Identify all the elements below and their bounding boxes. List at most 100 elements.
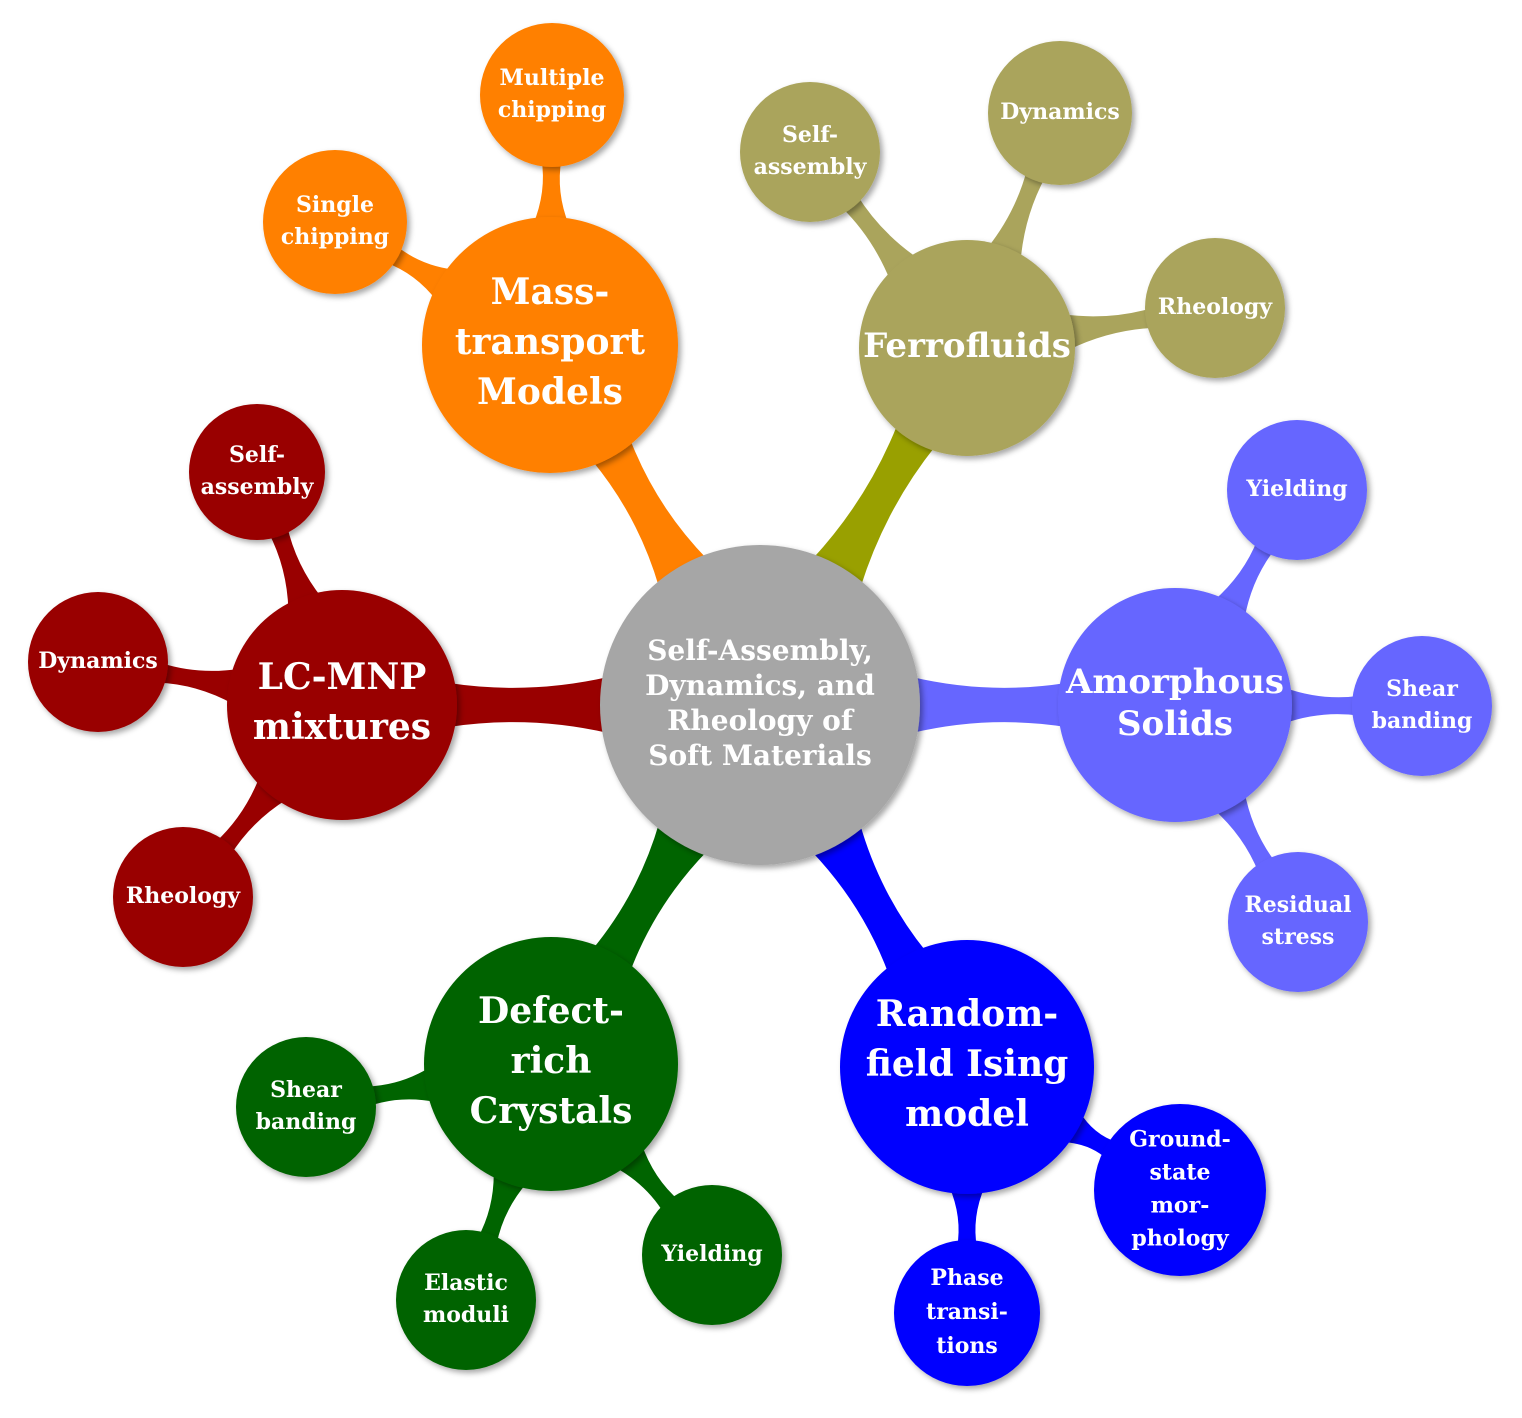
connector-lc-mnp-mixtures-dynamics (157, 662, 240, 705)
leaf-node-ferrofluids-self-assembly-bubble (740, 82, 880, 222)
leaf-node-amorphous-solids-residual-stress-label-line: stress (1262, 924, 1335, 950)
leaf-node-amorphous-solids-shear-banding-label-line: banding (1372, 708, 1473, 734)
connector-mass-transport (591, 437, 708, 588)
leaf-node-defect-rich-crystals-yielding[interactable]: Yielding (642, 1185, 782, 1325)
branch-node-random-field-ising-label-line: field Ising (866, 1043, 1069, 1085)
connector-defect-rich-crystals (591, 822, 708, 973)
leaf-node-defect-rich-crystals-elastic-moduli-bubble (396, 1230, 536, 1370)
center-node-bubble (600, 545, 920, 865)
leaf-node-lc-mnp-mixtures-self-assembly[interactable]: Self-assembly (189, 404, 325, 540)
branch-node-random-field-ising[interactable]: Random-field Ising model (840, 940, 1094, 1194)
leaf-node-ferrofluids-rheology[interactable]: Rheology (1145, 238, 1285, 378)
leaf-node-lc-mnp-mixtures-dynamics[interactable]: Dynamics (28, 592, 168, 732)
connector-amorphous-solids-yielding (1213, 538, 1276, 620)
branch-node-mass-transport-label-line: transport (455, 321, 646, 363)
leaf-node-amorphous-solids-yielding[interactable]: Yielding (1227, 420, 1367, 560)
connector-lc-mnp-mixtures-rheology (214, 775, 288, 856)
branch-node-lc-mnp-mixtures-bubble (227, 590, 457, 820)
branch-node-amorphous-solids-label-line: Solids (1117, 704, 1233, 744)
leaf-node-mass-transport-single-chipping[interactable]: Single chipping (263, 150, 407, 294)
branch-node-ferrofluids-label-line: Ferrofluids (863, 326, 1071, 366)
branch-node-defect-rich-crystals-bubble (424, 937, 678, 1191)
leaf-node-mass-transport-multiple-chipping[interactable]: Multiple chipping (480, 23, 624, 167)
branch-node-amorphous-solids-bubble (1058, 588, 1292, 822)
leaf-node-amorphous-solids-residual-stress[interactable]: Residual stress (1228, 852, 1368, 992)
connector-defect-rich-crystals-shear-banding (365, 1066, 437, 1107)
center-node-label-line: Rheology of (667, 704, 855, 737)
connector-defect-rich-crystals-elastic-moduli (477, 1169, 528, 1246)
leaf-node-lc-mnp-mixtures-rheology-bubble (113, 827, 253, 967)
leaf-node-amorphous-solids-shear-banding-bubble (1352, 636, 1492, 776)
leaf-node-mass-transport-single-chipping-label-line: Single (296, 192, 374, 218)
branch-node-defect-rich-crystals-label-line: Crystals (470, 1090, 633, 1132)
leaf-node-random-field-ising-ground-state-morphology-label-line: Ground- (1129, 1127, 1231, 1153)
leaf-node-amorphous-solids-shear-banding-label-line: Shear (1386, 676, 1458, 702)
leaf-node-lc-mnp-mixtures-self-assembly-label-line: assembly (201, 474, 315, 500)
branch-node-mass-transport-label-line: Mass- (491, 271, 610, 313)
leaf-node-amorphous-solids-shear-banding[interactable]: Shear banding (1352, 636, 1492, 776)
leaf-node-lc-mnp-mixtures-self-assembly-bubble (189, 404, 325, 540)
leaf-node-random-field-ising-phase-transitions-label-line: Phase (930, 1265, 1003, 1291)
leaf-node-defect-rich-crystals-elastic-moduli-label-line: Elastic (424, 1270, 508, 1296)
leaf-node-random-field-ising-ground-state-morphology[interactable]: Ground-state mor-phology (1094, 1104, 1266, 1276)
leaf-node-random-field-ising-phase-transitions[interactable]: Phase transi-tions (894, 1240, 1040, 1386)
leaf-node-defect-rich-crystals-shear-banding-label-line: Shear (270, 1077, 342, 1103)
center-node-label-line: Dynamics, and (645, 669, 875, 702)
leaf-node-defect-rich-crystals-elastic-moduli[interactable]: Elastic moduli (396, 1230, 536, 1370)
branch-node-lc-mnp-mixtures-label-line: LC-MNP (258, 656, 427, 698)
leaf-node-ferrofluids-dynamics[interactable]: Dynamics (988, 41, 1132, 185)
leaf-node-amorphous-solids-yielding-label-line: Yielding (1245, 476, 1347, 502)
branch-node-random-field-ising-label-line: model (905, 1093, 1029, 1135)
connector-mass-transport-multiple-chipping (532, 158, 569, 226)
connector-random-field-ising (811, 823, 928, 975)
leaf-node-mass-transport-multiple-chipping-bubble (480, 23, 624, 167)
branch-node-defect-rich-crystals[interactable]: Defect-rich Crystals (424, 937, 678, 1191)
connector-ferrofluids-rheology (1062, 308, 1156, 350)
leaf-node-defect-rich-crystals-shear-banding[interactable]: Shear banding (236, 1037, 376, 1177)
leaf-node-lc-mnp-mixtures-self-assembly-label-line: Self- (229, 442, 285, 468)
branch-node-lc-mnp-mixtures[interactable]: LC-MNP mixtures (227, 590, 457, 820)
leaf-node-lc-mnp-mixtures-dynamics-label-line: Dynamics (38, 648, 158, 674)
branch-node-mass-transport-bubble (422, 217, 678, 473)
leaf-node-mass-transport-multiple-chipping-label-line: chipping (498, 97, 606, 123)
branch-node-defect-rich-crystals-label-line: rich (511, 1040, 592, 1082)
leaf-node-ferrofluids-rheology-label-line: Rheology (1158, 294, 1273, 320)
leaf-node-defect-rich-crystals-yielding-label-line: Yielding (660, 1241, 762, 1267)
connector-ferrofluids-dynamics (987, 168, 1046, 262)
branch-node-random-field-ising-label-line: Random- (876, 993, 1058, 1035)
leaf-node-defect-rich-crystals-yielding-bubble (642, 1185, 782, 1325)
leaf-node-lc-mnp-mixtures-dynamics-bubble (28, 592, 168, 732)
branch-node-mass-transport[interactable]: Mass-transport Models (422, 217, 678, 473)
leaf-node-random-field-ising-phase-transitions-bubble (894, 1240, 1040, 1386)
leaf-node-random-field-ising-ground-state-morphology-label-line: state (1150, 1160, 1211, 1186)
branch-node-ferrofluids[interactable]: Ferrofluids (859, 240, 1075, 456)
branch-node-ferrofluids-bubble (859, 240, 1075, 456)
leaf-node-amorphous-solids-residual-stress-label-line: Residual (1244, 892, 1351, 918)
leaf-node-random-field-ising-ground-state-morphology-label-line: phology (1131, 1226, 1229, 1252)
branch-node-lc-mnp-mixtures-label-line: mixtures (253, 706, 431, 748)
node-layer: Mass-transportModelsSinglechippingMultip… (28, 23, 1492, 1386)
leaf-node-amorphous-solids-residual-stress-bubble (1228, 852, 1368, 992)
leaf-node-lc-mnp-mixtures-rheology-label-line: Rheology (126, 883, 241, 909)
branch-node-mass-transport-label-line: Models (477, 371, 623, 413)
leaf-node-ferrofluids-rheology-bubble (1145, 238, 1285, 378)
connector-lc-mnp-mixtures-self-assembly (268, 524, 323, 611)
leaf-node-defect-rich-crystals-elastic-moduli-label-line: moduli (423, 1302, 509, 1328)
leaf-node-mass-transport-multiple-chipping-label-line: Multiple (500, 65, 605, 91)
branch-node-defect-rich-crystals-label-line: Defect- (478, 990, 624, 1032)
leaf-node-random-field-ising-phase-transitions-label-line: transi- (926, 1299, 1008, 1325)
leaf-node-defect-rich-crystals-shear-banding-bubble (236, 1037, 376, 1177)
leaf-node-ferrofluids-self-assembly-label-line: Self- (782, 122, 838, 148)
leaf-node-amorphous-solids-yielding-bubble (1227, 420, 1367, 560)
connector-amorphous-solids (912, 677, 1066, 733)
leaf-node-lc-mnp-mixtures-rheology[interactable]: Rheology (113, 827, 253, 967)
leaf-node-mass-transport-single-chipping-bubble (263, 150, 407, 294)
leaf-node-ferrofluids-self-assembly[interactable]: Self-assembly (740, 82, 880, 222)
connector-ferrofluids (812, 423, 936, 588)
leaf-node-ferrofluids-self-assembly-label-line: assembly (754, 154, 868, 180)
leaf-node-ferrofluids-dynamics-bubble (988, 41, 1132, 185)
branch-node-random-field-ising-bubble (840, 940, 1094, 1194)
